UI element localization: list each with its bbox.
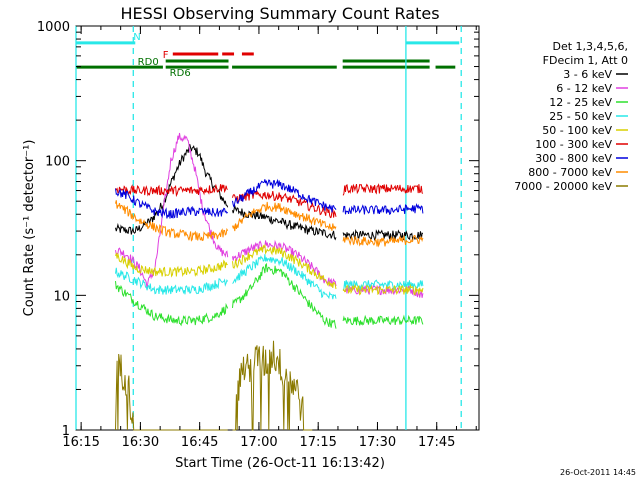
x-tick-label: 16:30 [122, 435, 159, 450]
plot-frame [75, 25, 480, 431]
flag-label: N [133, 32, 140, 43]
y-axis-label: Count Rate (s⁻¹ detector⁻¹) [22, 140, 37, 317]
footer-timestamp: 26-Oct-2011 14:45 [560, 468, 636, 477]
legend: Det 1,3,4,5,6,FDecim 1, Att 03 - 6 keV6 … [514, 40, 628, 193]
legend-entry-label: 300 - 800 keV [535, 152, 612, 165]
legend-entry-label: 100 - 300 keV [535, 138, 612, 151]
x-tick-label: 17:00 [240, 435, 277, 450]
x-axis-label: Start Time (26-Oct-11 16:13:42) [175, 456, 385, 471]
series-line [115, 144, 424, 242]
legend-entry-label: 6 - 12 keV [556, 82, 612, 95]
series-line [115, 183, 424, 219]
legend-entry-label: 800 - 7000 keV [528, 166, 612, 179]
instrument-flags: N F RD0 RD6 [76, 32, 460, 79]
legend-entry-label: 50 - 100 keV [542, 124, 612, 137]
y-tick-label: 10 [53, 289, 70, 304]
legend-header: FDecim 1, Att 0 [543, 54, 628, 67]
flag-label: RD6 [170, 68, 191, 79]
series-line [115, 243, 424, 296]
chart-title: HESSI Observing Summary Count Rates [120, 4, 439, 23]
legend-entry-label: 25 - 50 keV [549, 110, 612, 123]
x-tick-label: 17:15 [299, 435, 336, 450]
y-tick-label: 1000 [37, 20, 70, 35]
axes: 16:15 16:30 16:45 17:00 17:15 17:30 17:45 1 10 10… [37, 20, 479, 450]
series-layer [115, 132, 424, 431]
legend-entry-label: 3 - 6 keV [563, 68, 612, 81]
flag-label: F [163, 50, 169, 61]
x-tick-label: 16:15 [62, 435, 99, 450]
legend-header: Det 1,3,4,5,6, [552, 40, 628, 53]
series-line [115, 340, 313, 431]
series-line [115, 262, 424, 329]
x-tick-label: 17:45 [418, 435, 455, 450]
saa-lines [75, 26, 462, 430]
series-line [115, 254, 424, 300]
series-line [115, 178, 424, 219]
x-tick-label: 17:30 [359, 435, 396, 450]
legend-entry-label: 12 - 25 keV [549, 96, 612, 109]
y-tick-label: 100 [45, 155, 70, 170]
flag-label: RD0 [138, 57, 159, 68]
series-line [115, 200, 424, 248]
y-tick-label: 1 [62, 424, 70, 439]
legend-entry-label: 7000 - 20000 keV [514, 180, 612, 193]
x-tick-label: 16:45 [181, 435, 218, 450]
